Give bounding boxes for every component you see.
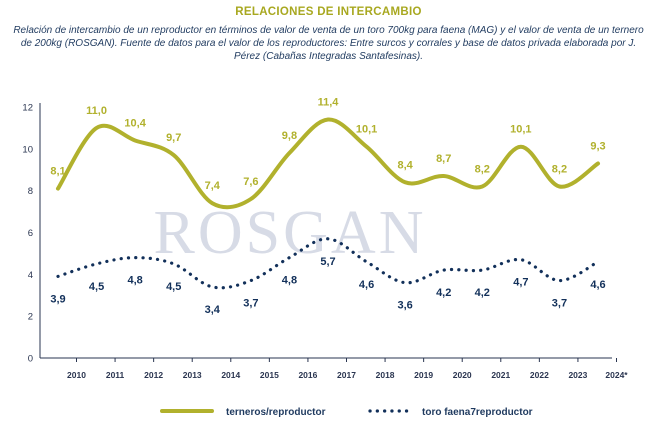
legend-label-toro: toro faena7reproductor <box>422 407 533 418</box>
chart-title: RELACIONES DE INTERCAMBIO <box>235 6 422 18</box>
data-label-terneros: 8,1 <box>50 166 65 178</box>
data-label-toro: 4,6 <box>590 279 605 291</box>
data-label-terneros: 9,3 <box>590 140 605 152</box>
data-label-toro: 4,2 <box>436 287 451 299</box>
data-label-terneros: 8,7 <box>436 153 451 165</box>
data-label-terneros: 11,0 <box>86 105 107 117</box>
x-tick-label: 2013 <box>183 370 202 380</box>
data-labels: 8,1 11,0 10,4 9,7 7,4 7,6 9,8 11,4 10,1 8,4 8,7 8,2… <box>50 97 605 316</box>
data-label-terneros: 11,4 <box>318 97 340 109</box>
x-tick-label: 2023 <box>568 370 587 380</box>
data-label-terneros: 8,2 <box>552 163 567 175</box>
data-label-toro: 3,9 <box>50 293 65 305</box>
x-tick-label: 2015 <box>260 370 279 380</box>
legend: terneros/reproductor toro faena7reproduct… <box>160 407 533 418</box>
y-tick-label: 2 <box>28 312 33 323</box>
data-label-toro: 3,4 <box>205 304 221 316</box>
data-label-terneros: 8,2 <box>475 163 490 175</box>
x-tick-label: 2017 <box>337 370 356 380</box>
data-label-toro: 3,7 <box>552 298 567 310</box>
data-label-terneros: 10,4 <box>124 117 146 129</box>
y-tick-label: 4 <box>28 270 33 281</box>
y-tick-label: 12 <box>22 103 33 114</box>
x-tick-label: 2016 <box>298 370 317 380</box>
x-tick-label: 2018 <box>376 370 395 380</box>
x-tick-label: 2010 <box>67 370 86 380</box>
data-label-terneros: 9,7 <box>166 132 181 144</box>
data-label-terneros: 8,4 <box>397 159 413 171</box>
chart-subtitle: Relación de intercambio de un reproducto… <box>13 25 644 62</box>
data-label-terneros: 10,1 <box>356 124 377 136</box>
data-label-terneros: 10,1 <box>510 124 531 136</box>
legend-label-terneros: terneros/reproductor <box>226 407 326 418</box>
x-tick-label: 2014 <box>221 370 240 380</box>
x-tick-label: 2012 <box>144 370 163 380</box>
data-label-toro: 5,7 <box>320 256 335 268</box>
data-label-terneros: 7,4 <box>205 180 221 192</box>
x-tick-label: 2020 <box>453 370 472 380</box>
data-label-toro: 4,8 <box>127 275 142 287</box>
data-label-terneros: 9,8 <box>282 130 297 142</box>
data-label-toro: 4,7 <box>513 277 528 289</box>
y-tick-label: 0 <box>28 354 33 365</box>
data-label-toro: 4,5 <box>166 281 181 293</box>
data-label-toro: 3,6 <box>397 300 412 312</box>
y-tick-label: 10 <box>22 144 33 155</box>
y-tick-label: 6 <box>28 228 33 239</box>
axes: 0 2 4 6 8 10 12 2010 2011 2012 2013 2014 2015 2016 201… <box>22 103 628 381</box>
data-label-toro: 4,5 <box>89 281 104 293</box>
data-label-toro: 4,2 <box>475 287 490 299</box>
data-label-terneros: 7,6 <box>243 176 258 188</box>
x-tick-label: 2024* <box>605 370 628 380</box>
data-label-toro: 4,8 <box>282 275 297 287</box>
data-label-toro: 4,6 <box>359 279 374 291</box>
x-tick-label: 2011 <box>106 370 125 380</box>
y-tick-label: 8 <box>28 186 33 197</box>
x-tick-label: 2019 <box>414 370 433 380</box>
x-tick-label: 2022 <box>530 370 549 380</box>
series-layer <box>56 117 600 290</box>
data-label-toro: 3,7 <box>243 298 258 310</box>
x-tick-label: 2021 <box>491 370 510 380</box>
rosgan-watermark: ROSGAN <box>154 199 427 267</box>
